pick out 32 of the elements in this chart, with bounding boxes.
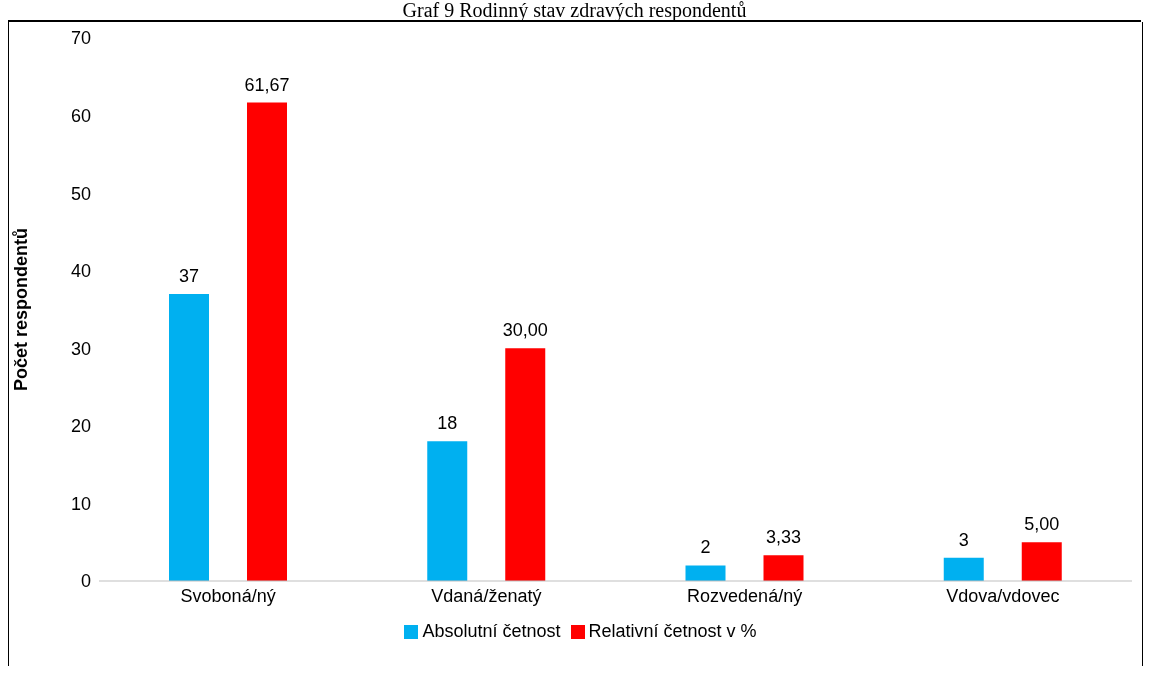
bar xyxy=(685,565,726,581)
data-label: 37 xyxy=(178,265,200,286)
data-label: 61,67 xyxy=(244,74,290,95)
x-tick-label: Vdaná/ženatý xyxy=(431,585,542,606)
bar xyxy=(763,555,804,581)
y-tick-label: 0 xyxy=(80,571,91,592)
bar xyxy=(427,441,468,581)
y-axis-title: Počet respondentů xyxy=(11,227,32,392)
y-tick-label: 30 xyxy=(70,338,91,359)
data-label: 5,00 xyxy=(1024,514,1060,535)
data-label: 3,33 xyxy=(765,527,802,548)
data-label: 3 xyxy=(958,529,969,550)
bar xyxy=(1021,542,1062,581)
y-tick-label: 70 xyxy=(70,28,91,49)
data-label: 30,00 xyxy=(502,320,548,341)
legend-label: Absolutní četnost xyxy=(422,621,561,641)
bar xyxy=(247,102,287,581)
y-tick-label: 20 xyxy=(70,416,91,437)
data-label: 18 xyxy=(437,413,458,434)
x-tick-label: Svoboná/ný xyxy=(180,585,276,606)
bar xyxy=(943,557,984,581)
legend-label: Relativní četnost v % xyxy=(588,621,757,641)
chart-title: Graf 9 Rodinný stav zdravých respondentů xyxy=(8,0,1141,22)
x-tick-label: Vdova/vdovec xyxy=(946,585,1060,606)
y-tick-label: 40 xyxy=(70,261,91,282)
data-label: 2 xyxy=(700,537,711,558)
x-tick-label: Rozvedená/ný xyxy=(687,585,803,606)
bar xyxy=(169,293,209,581)
y-tick-label: 10 xyxy=(70,493,91,514)
y-tick-label: 50 xyxy=(70,183,91,204)
bar xyxy=(505,348,546,581)
y-tick-label: 60 xyxy=(70,105,91,126)
